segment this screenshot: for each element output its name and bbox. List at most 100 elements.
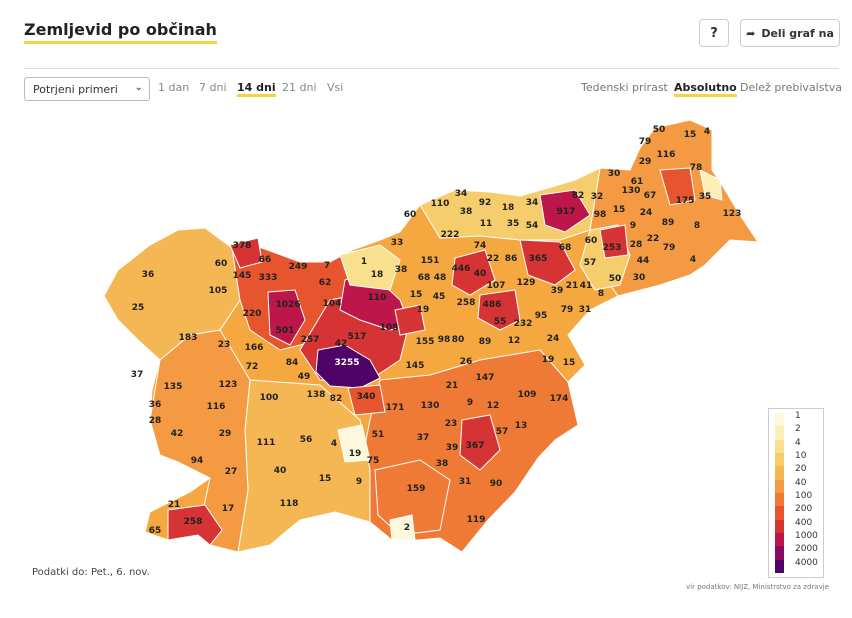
municipality-count-label: 135 xyxy=(164,382,183,392)
municipality-count-label: 42 xyxy=(171,429,184,439)
legend-swatch xyxy=(775,439,784,453)
municipality-count-label: 446 xyxy=(452,264,471,274)
share-label: Deli graf na xyxy=(761,26,834,40)
page-title: Zemljevid po občinah xyxy=(24,20,217,44)
municipality-count-label: 9 xyxy=(356,477,362,487)
region-koper xyxy=(167,504,223,546)
legend-label: 200 xyxy=(795,504,813,515)
legend-label: 4 xyxy=(795,437,801,448)
municipality-count-label: 82 xyxy=(330,394,343,404)
municipality-count-label: 22 xyxy=(487,254,500,264)
municipality-count-label: 57 xyxy=(496,427,509,437)
municipality-count-label: 15 xyxy=(410,290,423,300)
municipality-count-label: 253 xyxy=(603,243,622,253)
municipality-count-label: 258 xyxy=(457,298,476,308)
municipality-count-label: 147 xyxy=(476,373,495,383)
range-21-days[interactable]: 21 dni xyxy=(282,81,317,94)
municipality-count-label: 29 xyxy=(219,429,232,439)
municipality-count-label: 257 xyxy=(301,335,320,345)
legend-swatch xyxy=(775,559,784,573)
municipality-count-label: 37 xyxy=(131,370,144,380)
region-ljutomer xyxy=(699,169,723,201)
municipality-count-label: 24 xyxy=(547,334,560,344)
legend-swatch xyxy=(775,519,784,533)
municipality-count-label: 56 xyxy=(300,435,313,445)
municipality-count-label: 8 xyxy=(598,289,604,299)
municipality-count-label: 92 xyxy=(479,198,492,208)
municipality-count-label: 38 xyxy=(460,207,473,217)
municipality-count-label: 19 xyxy=(542,355,555,365)
municipality-count-label: 15 xyxy=(684,130,697,140)
municipality-count-label: 98 xyxy=(438,335,451,345)
legend-swatch xyxy=(775,466,784,480)
municipality-count-label: 42 xyxy=(335,339,348,349)
divider xyxy=(24,68,839,69)
municipality-count-label: 60 xyxy=(215,259,228,269)
municipality-count-label: 501 xyxy=(276,326,295,336)
legend-label: 4000 xyxy=(795,557,818,568)
municipality-count-label: 65 xyxy=(149,526,162,536)
municipality-count-label: 60 xyxy=(404,210,417,220)
range-1-day[interactable]: 1 dan xyxy=(158,81,190,94)
legend-swatch xyxy=(775,413,784,427)
municipality-count-label: 183 xyxy=(179,333,198,343)
municipality-count-label: 340 xyxy=(357,392,376,402)
municipality-count-label: 68 xyxy=(418,273,431,283)
range-all[interactable]: Vsi xyxy=(327,81,344,94)
mode-weekly-growth[interactable]: Tedenski prirast xyxy=(581,81,668,94)
municipality-count-label: 105 xyxy=(209,286,228,296)
municipality-count-label: 30 xyxy=(608,169,621,179)
municipality-count-label: 8 xyxy=(694,221,700,231)
metric-select[interactable]: Potrjeni primeri ⌄ xyxy=(24,77,150,101)
municipality-count-label: 130 xyxy=(622,186,641,196)
mode-population-share[interactable]: Delež prebivalstva xyxy=(740,81,843,94)
municipality-count-label: 26 xyxy=(460,357,473,367)
municipality-count-label: 48 xyxy=(434,273,447,283)
municipality-count-label: 19 xyxy=(417,305,430,315)
municipality-count-label: 486 xyxy=(483,300,502,310)
municipality-count-label: 4 xyxy=(704,127,710,137)
municipality-count-label: 104 xyxy=(323,299,342,309)
region-jesenice xyxy=(229,237,263,269)
municipality-count-label: 333 xyxy=(259,273,278,283)
municipality-count-label: 129 xyxy=(517,278,536,288)
municipality-count-label: 34 xyxy=(526,198,539,208)
municipality-count-label: 95 xyxy=(535,311,548,321)
municipality-count-label: 34 xyxy=(455,189,468,199)
municipality-count-label: 55 xyxy=(494,317,507,327)
region-velenje xyxy=(451,249,496,296)
municipality-count-label: 28 xyxy=(630,240,643,250)
municipality-count-label: 9 xyxy=(630,221,636,231)
region-southwest xyxy=(149,329,251,553)
municipality-count-label: 39 xyxy=(551,286,564,296)
region-slovenske-konjice xyxy=(599,224,629,259)
municipality-count-label: 116 xyxy=(207,402,226,412)
help-button[interactable]: ? xyxy=(699,19,729,47)
municipality-count-label: 57 xyxy=(584,258,597,268)
municipality-count-label: 155 xyxy=(416,337,435,347)
municipality-count-label: 110 xyxy=(431,199,450,209)
region-grosuplje xyxy=(347,384,386,416)
municipality-count-label: 39 xyxy=(446,443,459,453)
municipality-count-label: 109 xyxy=(518,390,537,400)
range-14-days[interactable]: 14 dni xyxy=(237,81,276,97)
municipality-count-label: 365 xyxy=(529,254,548,264)
legend-label: 400 xyxy=(795,517,813,528)
municipality-count-label: 90 xyxy=(490,479,503,489)
mode-absolute[interactable]: Absolutno xyxy=(674,81,737,97)
municipality-count-label: 107 xyxy=(487,281,506,291)
municipality-count-label: 79 xyxy=(639,137,652,147)
region-kocevje xyxy=(374,459,451,536)
municipality-count-label: 4 xyxy=(331,439,337,449)
legend-label: 2 xyxy=(795,424,801,435)
municipality-count-label: 21 xyxy=(566,281,579,291)
range-7-days[interactable]: 7 dni xyxy=(199,81,227,94)
municipality-count-label: 110 xyxy=(368,293,387,303)
municipality-count-label: 37 xyxy=(417,433,430,443)
municipality-count-label: 174 xyxy=(550,394,569,404)
municipality-count-label: 258 xyxy=(184,517,203,527)
share-button[interactable]: ➦ Deli graf na xyxy=(740,19,840,47)
municipality-count-label: 38 xyxy=(395,265,408,275)
municipality-count-label: 111 xyxy=(257,438,276,448)
